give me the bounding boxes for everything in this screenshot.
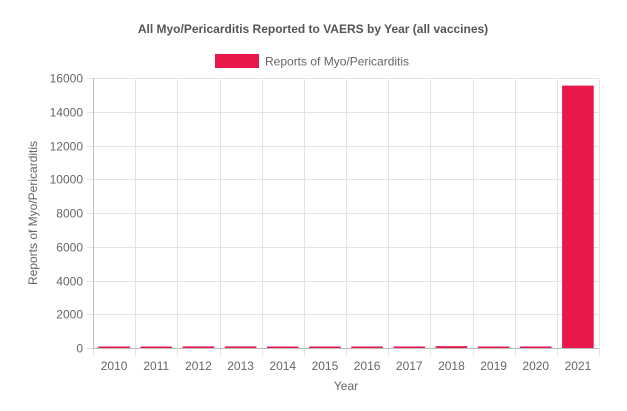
y-tick-label: 2000	[56, 308, 83, 322]
x-tick-label: 2011	[143, 359, 169, 373]
tick-labels: 0 2000 4000 6000 8000 10000 12000 14000 16000 201…	[50, 72, 592, 374]
bars	[98, 85, 594, 349]
bar-2017[interactable]	[393, 346, 426, 349]
legend-label[interactable]: Reports of Myo/Pericarditis	[265, 55, 409, 69]
y-tick-label: 10000	[50, 173, 84, 187]
x-tick-label: 2015	[312, 359, 339, 373]
bar-2015[interactable]	[309, 346, 341, 349]
y-axis-label: Reports of Myo/Pericarditis	[26, 141, 40, 285]
bar-2021[interactable]	[562, 85, 594, 348]
y-tick-label: 6000	[56, 241, 83, 255]
y-tick-label: 0	[76, 342, 83, 356]
x-tick-label: 2020	[522, 359, 549, 373]
chart-title: All Myo/Pericarditis Reported to VAERS b…	[138, 22, 488, 36]
legend-swatch[interactable]	[215, 54, 259, 68]
bar-2014[interactable]	[266, 346, 299, 349]
legend[interactable]: Reports of Myo/Pericarditis	[215, 54, 409, 69]
x-tick-label: 2017	[396, 359, 423, 373]
x-tick-label: 2018	[438, 359, 465, 373]
bar-2012[interactable]	[182, 346, 215, 348]
bar-2018[interactable]	[435, 346, 468, 348]
x-axis-label: Year	[334, 379, 358, 393]
bar-2020[interactable]	[519, 346, 552, 349]
x-tick-label: 2014	[269, 359, 296, 373]
bar-2019[interactable]	[477, 346, 510, 349]
x-tick-label: 2021	[565, 359, 592, 373]
y-tick-label: 12000	[50, 140, 84, 154]
bar-2016[interactable]	[351, 346, 383, 349]
x-tick-label: 2013	[227, 359, 254, 373]
bar-2011[interactable]	[140, 346, 173, 349]
x-tick-label: 2012	[185, 359, 212, 373]
axes	[93, 78, 599, 349]
y-tick-label: 14000	[50, 106, 84, 120]
grid-lines	[87, 78, 600, 356]
x-tick-label: 2019	[480, 359, 507, 373]
bar-2013[interactable]	[224, 346, 257, 348]
bar-2010[interactable]	[98, 346, 130, 349]
x-tick-label: 2010	[101, 359, 128, 373]
y-tick-label: 8000	[56, 207, 83, 221]
x-tick-label: 2016	[354, 359, 381, 373]
y-tick-label: 16000	[50, 72, 84, 86]
y-tick-label: 4000	[56, 275, 83, 289]
